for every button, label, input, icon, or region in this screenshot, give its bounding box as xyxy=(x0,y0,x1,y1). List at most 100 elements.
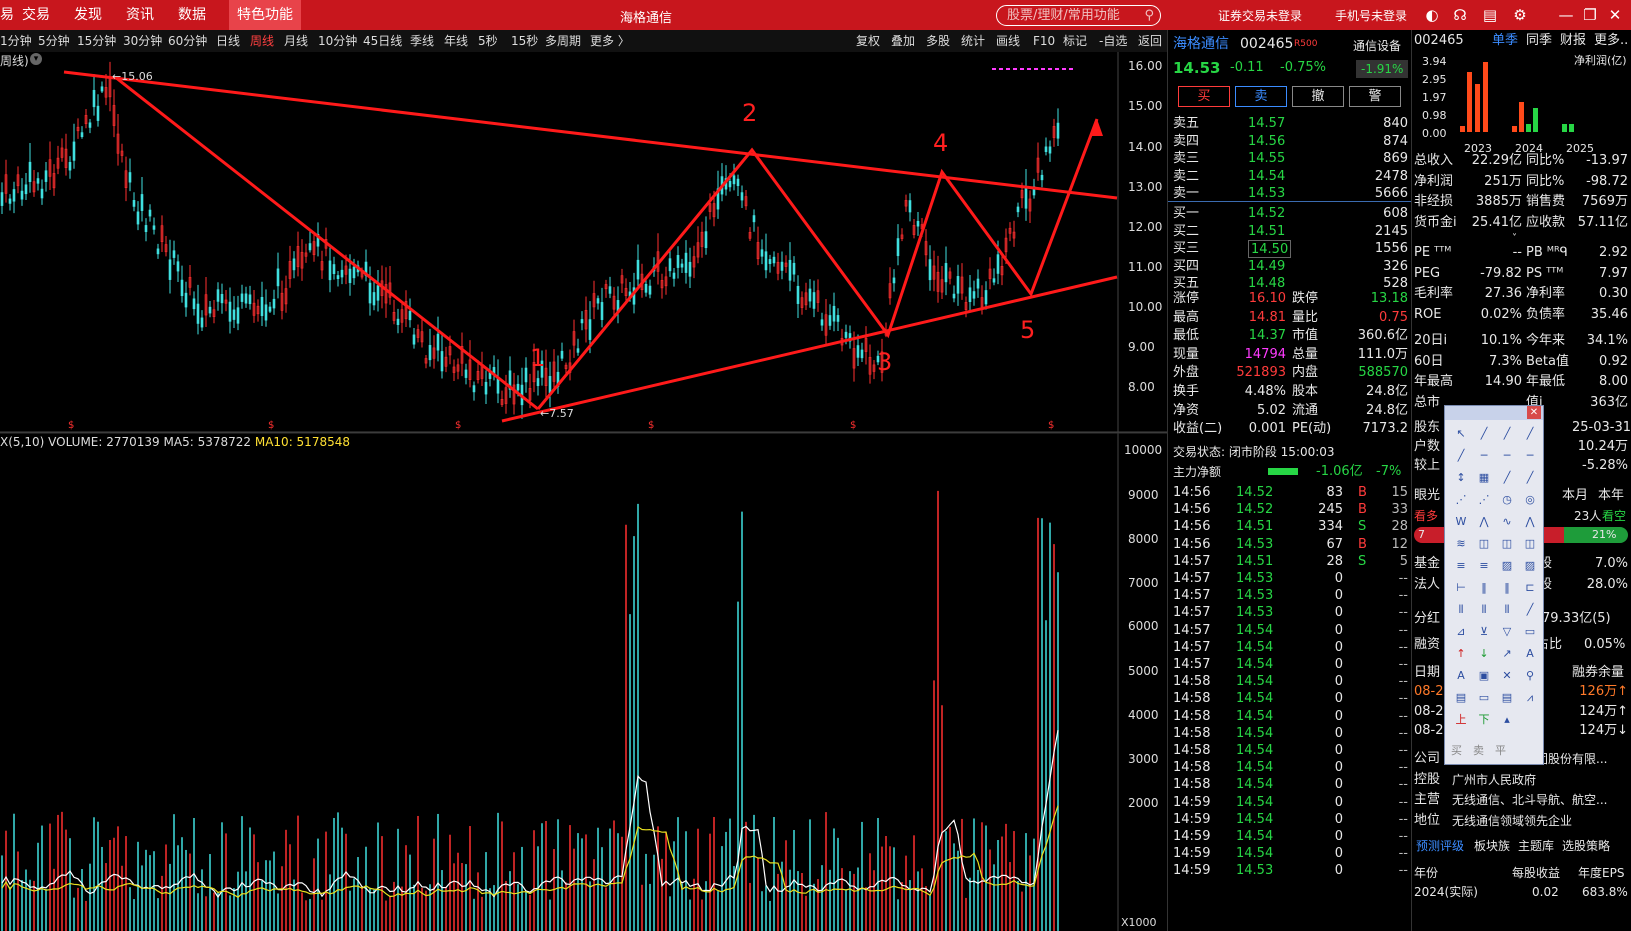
close-icon[interactable]: ✕ xyxy=(1608,6,1622,24)
draw-tool-icon[interactable]: ▭ xyxy=(1478,691,1490,704)
alert-button[interactable]: 警 xyxy=(1349,86,1401,107)
draw-tool-icon[interactable]: ╱ xyxy=(1503,471,1511,484)
draw-tool-icon[interactable]: ⦀ xyxy=(1481,603,1487,616)
phone-login-status[interactable]: 手机号未登录 xyxy=(1335,9,1408,23)
draw-tool-icon[interactable]: ↖ xyxy=(1456,427,1466,440)
chevron-down-icon[interactable]: ▾ xyxy=(30,53,42,65)
draw-tool-icon[interactable]: ⦀ xyxy=(1504,603,1510,616)
draw-tool-icon[interactable]: A xyxy=(1457,669,1465,682)
period-5s[interactable]: 5秒 xyxy=(478,34,498,48)
draw-tool-icon[interactable]: ╱ xyxy=(1480,427,1488,440)
draw-tool-icon[interactable]: ⊢ xyxy=(1456,581,1466,594)
ask-price[interactable]: 14.54 xyxy=(1248,168,1286,184)
restore-icon[interactable]: ❐ xyxy=(1583,6,1597,24)
draw-tool-icon[interactable]: ╱ xyxy=(1457,449,1465,462)
tool-f10[interactable]: F10 xyxy=(1033,34,1056,48)
draw-tool-icon[interactable]: ‖ xyxy=(1504,581,1510,594)
draw-tool-icon[interactable]: ▨ xyxy=(1524,559,1536,572)
toolbox-sell[interactable]: 卖 xyxy=(1473,744,1484,757)
draw-tool-icon[interactable]: ⊻ xyxy=(1479,625,1489,638)
kline-chart[interactable]: $ $ $ $ $ $ 周线) ▾ ←15.06 ←7.57 16.00 15.00 14… xyxy=(0,52,1167,931)
event-marker[interactable]: $ xyxy=(648,420,654,431)
period-quarter[interactable]: 季线 xyxy=(410,34,435,48)
event-marker[interactable]: $ xyxy=(455,420,461,431)
tab-month[interactable]: 本月 xyxy=(1562,488,1589,503)
tool-multistock[interactable]: 多股 xyxy=(926,34,951,48)
tab-year[interactable]: 本年 xyxy=(1598,488,1625,503)
draw-tool-icon[interactable]: ⩘ xyxy=(1526,691,1534,704)
event-marker[interactable]: $ xyxy=(1048,420,1054,431)
draw-tool-icon[interactable]: ╱ xyxy=(1526,427,1534,440)
ask-price[interactable]: 14.53 xyxy=(1248,186,1286,201)
draw-tool-icon[interactable]: 下 xyxy=(1478,713,1490,726)
draw-tool-icon[interactable]: ⋀ xyxy=(1479,515,1489,528)
draw-tool-icon[interactable]: ◫ xyxy=(1501,537,1513,550)
period-more[interactable]: 更多 〉 xyxy=(590,34,630,48)
tab-report[interactable]: 财报 xyxy=(1560,33,1587,48)
expand-icon[interactable]: ˅ xyxy=(1512,233,1517,244)
period-30min[interactable]: 30分钟 xyxy=(123,34,163,48)
bottom-tab[interactable]: 预测评级 xyxy=(1416,839,1465,853)
tool-back[interactable]: 返回 xyxy=(1138,34,1163,48)
draw-tool-icon[interactable]: ▭ xyxy=(1524,625,1536,638)
draw-tool-icon[interactable]: ─ xyxy=(1480,449,1488,462)
draw-tool-icon[interactable]: ─ xyxy=(1503,449,1511,462)
period-day[interactable]: 日线 xyxy=(216,34,241,48)
minimize-icon[interactable]: — xyxy=(1558,6,1574,24)
draw-tool-icon[interactable]: ⋰ xyxy=(1455,493,1467,506)
tool-stats[interactable]: 统计 xyxy=(961,34,986,48)
nav-data[interactable]: 数据 xyxy=(178,7,206,23)
draw-tool-icon[interactable]: ▦ xyxy=(1478,471,1490,484)
draw-tool-icon[interactable]: ▨ xyxy=(1501,559,1513,572)
draw-tool-icon[interactable]: ↑ xyxy=(1456,647,1466,660)
draw-tool-icon[interactable]: ‖ xyxy=(1481,581,1487,594)
bid-price[interactable]: 14.50 xyxy=(1248,240,1292,258)
toolbox-close-icon[interactable]: ✕ xyxy=(1527,406,1541,419)
draw-tool-icon[interactable]: ≋ xyxy=(1456,537,1466,550)
draw-tool-icon[interactable]: ≡ xyxy=(1456,559,1466,572)
tool-watchlist[interactable]: -自选 xyxy=(1099,34,1128,48)
period-5min[interactable]: 5分钟 xyxy=(38,34,70,48)
draw-tool-icon[interactable]: ▤ xyxy=(1501,691,1513,704)
nav-trade[interactable]: 交易 xyxy=(22,7,50,23)
draw-tool-icon[interactable]: ⋰ xyxy=(1478,493,1490,506)
draw-tool-icon[interactable]: W xyxy=(1455,515,1467,528)
nav-features[interactable]: 特色功能 xyxy=(229,0,301,30)
draw-tool-icon[interactable]: ◫ xyxy=(1524,537,1536,550)
ask-price[interactable]: 14.55 xyxy=(1248,151,1286,166)
draw-tool-icon[interactable]: ▤ xyxy=(1455,691,1467,704)
draw-tool-icon[interactable]: ∿ xyxy=(1502,515,1512,528)
bid-price[interactable]: 14.52 xyxy=(1248,206,1286,221)
ask-price[interactable]: 14.56 xyxy=(1248,133,1286,149)
draw-tool-icon[interactable]: ↕ xyxy=(1456,471,1466,484)
draw-tool-icon[interactable]: ▴ xyxy=(1504,713,1510,726)
draw-tool-icon[interactable]: ▣ xyxy=(1478,669,1490,682)
nav-news[interactable]: 资讯 xyxy=(126,7,154,23)
tool-mark[interactable]: 标记 xyxy=(1063,34,1088,48)
search-input[interactable]: 股票/理财/常用功能 ⚲ xyxy=(996,5,1161,26)
draw-tool-icon[interactable]: ◎ xyxy=(1525,493,1535,506)
event-marker[interactable]: $ xyxy=(268,420,274,431)
document-icon[interactable]: ▤ xyxy=(1482,6,1498,24)
bottom-tab[interactable]: 主题库 xyxy=(1518,839,1555,853)
period-1min[interactable]: 1分钟 xyxy=(0,34,32,48)
draw-tool-icon[interactable]: ◷ xyxy=(1502,493,1512,506)
logo-icon[interactable]: ◐ xyxy=(1425,6,1439,24)
bid-price[interactable]: 14.51 xyxy=(1248,223,1286,239)
tool-draw[interactable]: 画线 xyxy=(996,34,1021,48)
draw-tool-icon[interactable]: ↗ xyxy=(1502,647,1512,660)
bid-price[interactable]: 14.48 xyxy=(1248,276,1286,291)
toolbox-buy[interactable]: 买 xyxy=(1451,744,1462,757)
tab-vision[interactable]: 眼光 xyxy=(1414,488,1441,503)
draw-tool-icon[interactable]: ⋀ xyxy=(1525,515,1535,528)
event-marker[interactable]: $ xyxy=(850,420,856,431)
ask-price[interactable]: 14.57 xyxy=(1248,116,1286,131)
tool-overlay[interactable]: 叠加 xyxy=(891,34,916,48)
tab-same-quarter[interactable]: 同季 xyxy=(1526,33,1553,48)
period-year[interactable]: 年线 xyxy=(444,34,469,48)
event-marker[interactable]: $ xyxy=(68,420,74,431)
draw-tool-icon[interactable]: ⚲ xyxy=(1525,669,1535,682)
tab-more[interactable]: 更多.. xyxy=(1594,33,1629,48)
draw-tool-icon[interactable]: ⊿ xyxy=(1456,625,1466,638)
search-icon[interactable]: ⚲ xyxy=(1144,8,1154,23)
